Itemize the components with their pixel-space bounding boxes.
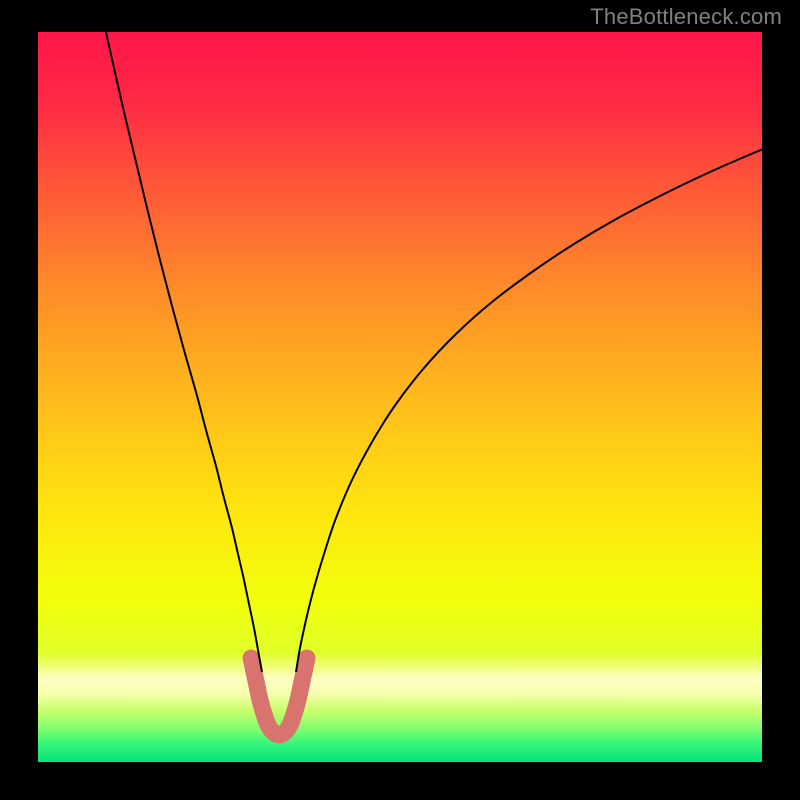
watermark-text: TheBottleneck.com (590, 4, 782, 30)
plot-area (38, 32, 762, 762)
frame-left (0, 0, 38, 800)
curve-overlay (38, 32, 762, 762)
frame-right (762, 0, 800, 800)
frame-bottom (0, 762, 800, 800)
